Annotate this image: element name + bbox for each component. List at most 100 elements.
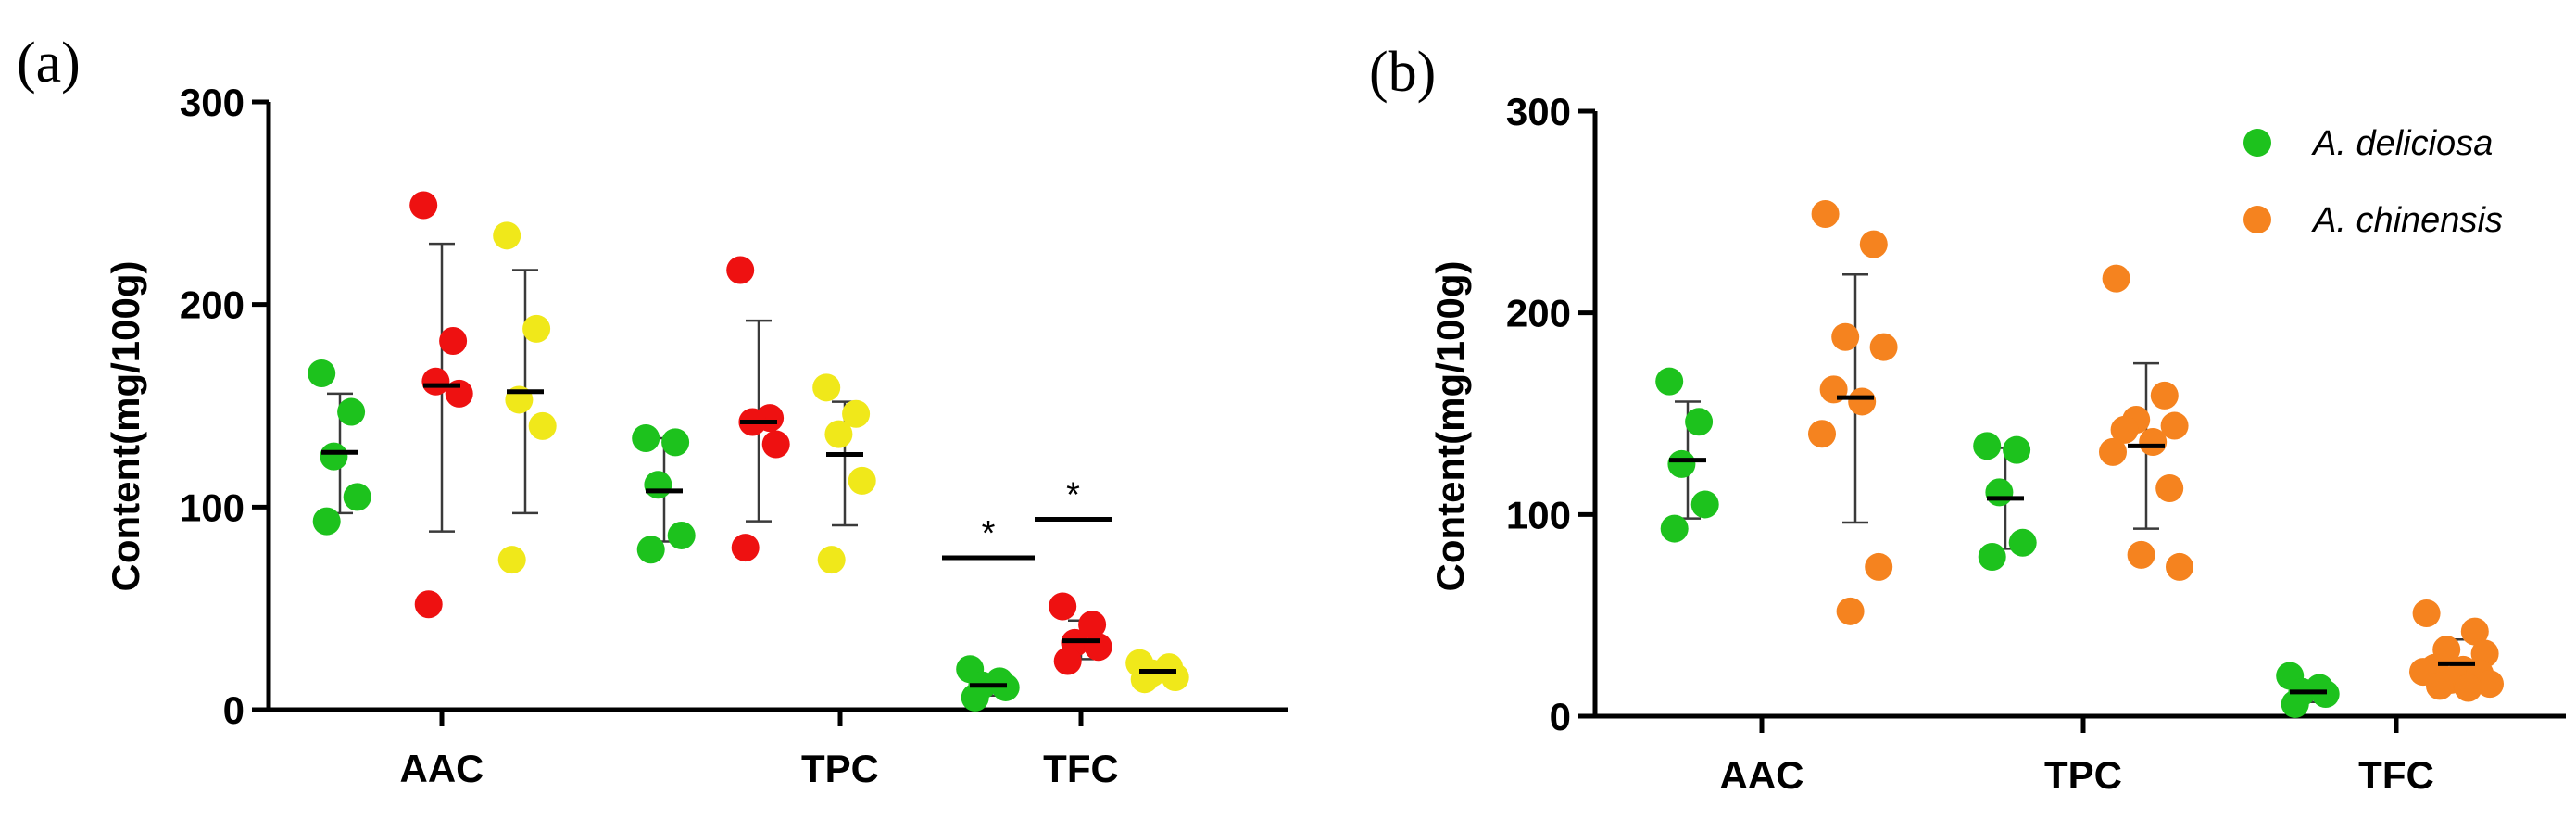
x-tick-label-tpc: TPC [2044, 753, 2122, 797]
data-point [343, 483, 371, 511]
data-point [1049, 592, 1077, 621]
legend-label-chinensis: A. chinensis [2311, 201, 2503, 240]
data-point [493, 221, 521, 250]
legend-marker-deliciosa [2243, 129, 2271, 157]
y-tick-label: 100 [1506, 493, 1571, 536]
data-point [1084, 633, 1112, 662]
data-point [308, 359, 336, 388]
data-point [414, 590, 443, 619]
data-point [2099, 437, 2127, 466]
y-tick-label: 0 [223, 688, 245, 732]
legend-marker-chinensis [2243, 206, 2271, 233]
data-point [421, 367, 450, 396]
data-point [1865, 552, 1893, 581]
data-point [2102, 264, 2130, 293]
data-point [2155, 474, 2184, 503]
category-labels-a: AAC TPC TFC [400, 710, 1119, 790]
data-point [824, 420, 853, 448]
data-point [961, 683, 989, 712]
data-point [842, 399, 871, 428]
data-point [528, 411, 557, 440]
data-point [1978, 543, 2006, 572]
data-point [1869, 333, 1898, 361]
data-point [667, 521, 696, 549]
data-point [2160, 411, 2189, 440]
data-point [1053, 647, 1082, 675]
x-tick-label-tpc: TPC [801, 747, 879, 790]
panel-a: (a) Content(mg/100g) 0 100 200 300 AAC TPC TF… [17, 32, 1288, 790]
data-point [1985, 478, 2014, 507]
x-tick-label-tfc: TFC [1043, 747, 1119, 790]
significance-star: * [982, 514, 996, 553]
data-point [2110, 415, 2139, 444]
data-point [2127, 540, 2155, 569]
data-point [848, 466, 876, 495]
data-point [1667, 449, 1696, 478]
data-point [1690, 490, 1719, 519]
x-tick-label-aac: AAC [400, 747, 484, 790]
data-point [661, 428, 690, 457]
data-point [2166, 552, 2193, 581]
data-point [439, 327, 468, 356]
y-tick-label: 0 [1550, 695, 1571, 738]
data-point [1973, 432, 2002, 460]
data-point [522, 314, 551, 343]
data-point [2139, 427, 2168, 456]
y-tick-label: 300 [180, 81, 245, 124]
y-ticks-a: 0 100 200 300 [180, 81, 269, 732]
legend-label-deliciosa: A. deliciosa [2311, 124, 2493, 163]
data-point [2426, 672, 2454, 700]
data-point [1836, 597, 1865, 625]
x-tick-label-aac: AAC [1720, 753, 1804, 797]
mean-markers-b [1669, 395, 2475, 695]
data-point [817, 546, 846, 574]
mean-markers-a [321, 383, 1176, 688]
axes-b [1592, 111, 2566, 719]
y-axis-label-a: Content(mg/100g) [104, 261, 147, 592]
y-tick-label: 200 [180, 284, 245, 327]
data-points-b [1655, 200, 2504, 718]
data-point [1859, 230, 1888, 258]
data-point [2476, 670, 2504, 699]
data-point [1685, 408, 1714, 436]
data-point [337, 397, 366, 426]
data-point [312, 507, 341, 536]
data-point [2412, 598, 2441, 627]
data-point [2008, 528, 2037, 557]
data-point [636, 536, 665, 564]
data-point [1808, 420, 1836, 448]
data-point [731, 534, 760, 562]
y-tick-label: 100 [180, 485, 245, 529]
data-point [761, 430, 790, 459]
error-bars-a [327, 242, 1171, 697]
data-point [497, 546, 526, 574]
data-point [1848, 387, 1877, 416]
x-tick-label-tfc: TFC [2358, 753, 2434, 797]
axes-a [266, 102, 1288, 712]
y-tick-label: 200 [1506, 292, 1571, 335]
data-point [1831, 322, 1860, 351]
data-point [2150, 381, 2179, 410]
panel-label-b: (b) [1369, 41, 1436, 104]
panel-b: (b) Content(mg/100g) 0 100 200 300 AAC TPC TF… [1369, 41, 2566, 797]
panel-label-a: (a) [17, 32, 81, 94]
data-point [409, 191, 438, 220]
data-point [2454, 674, 2482, 702]
data-point [644, 471, 672, 499]
error-bars-b [1675, 273, 2469, 704]
data-point [812, 373, 841, 402]
data-point [2003, 435, 2031, 464]
data-point [1811, 200, 1840, 229]
data-point [2460, 617, 2489, 646]
data-point [726, 256, 755, 284]
data-point [1655, 367, 1684, 396]
data-points-a [308, 191, 1189, 712]
data-point [320, 442, 348, 471]
data-point [1078, 611, 1107, 639]
data-point [632, 423, 660, 452]
significance-markers-a: ** [942, 475, 1112, 561]
data-point [1660, 514, 1689, 543]
legend-b: A. deliciosa A. chinensis [2243, 124, 2503, 240]
y-axis-label-b: Content(mg/100g) [1428, 261, 1472, 592]
